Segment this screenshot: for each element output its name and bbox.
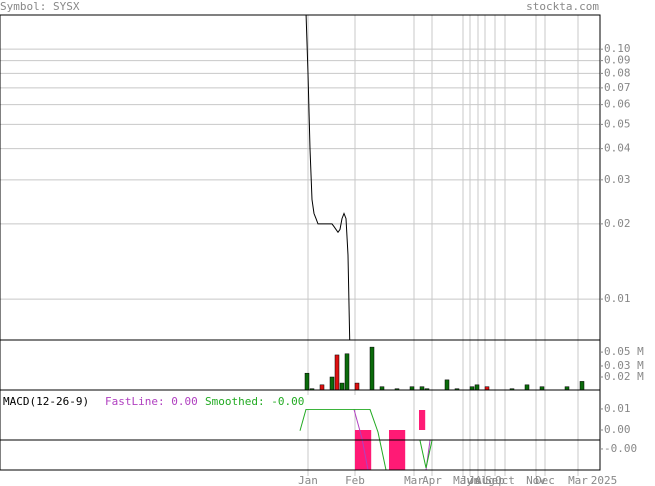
- volume-bar: [454, 388, 460, 390]
- legend-label: Smoothed: -0.00: [205, 395, 304, 408]
- x-tick-label: Mar: [404, 474, 424, 486]
- y-tick-label: 0.01: [604, 402, 631, 415]
- y-tick-label: 0.06: [604, 98, 631, 111]
- macd-histogram-bar: [395, 430, 398, 470]
- x-tick-label: Jun: [460, 474, 480, 486]
- y-tick-label: 0.04: [604, 142, 631, 155]
- y-tick-label: 0.08: [604, 66, 631, 79]
- macd-histogram-bar: [389, 430, 392, 470]
- macd-histogram-bar: [421, 410, 424, 430]
- volume-bar: [329, 376, 335, 390]
- y-tick-label: 0.10: [604, 42, 631, 55]
- x-tick-label: Mar: [568, 474, 588, 486]
- x-tick-label: Feb: [345, 474, 365, 486]
- macd-histogram-bar: [397, 430, 400, 470]
- y-tick-label: 0.05 M: [604, 345, 644, 358]
- x-tick-label: May: [453, 474, 473, 486]
- price-line: [305, 15, 351, 340]
- site-name: stockta.com: [526, 0, 599, 13]
- macd-title: MACD(12-26-9): [3, 395, 89, 408]
- y-tick-label: 0.02: [604, 217, 631, 230]
- volume-bar: [474, 384, 480, 390]
- macd-histogram-bar: [401, 430, 404, 470]
- symbol-title: Symbol: SYSX: [0, 0, 80, 13]
- y-tick-label: 0.01: [604, 292, 631, 305]
- x-tick-label: Jan: [298, 474, 318, 486]
- x-tick-label: Jul: [468, 474, 488, 486]
- volume-bar: [424, 388, 430, 390]
- volume-bar: [309, 388, 315, 390]
- macd-histogram-bar: [355, 430, 358, 470]
- panel: [305, 15, 351, 340]
- x-tick-label: Apr: [422, 474, 442, 486]
- volume-bar: [394, 388, 400, 390]
- x-tick-label: Nov: [526, 474, 546, 486]
- volume-bar: [509, 388, 515, 390]
- x-tick-label: Sep: [485, 474, 505, 486]
- macd-histogram-bar: [369, 430, 372, 470]
- macd-legend-bg: [1, 395, 371, 409]
- macd-histogram-bar: [399, 430, 402, 470]
- y-tick-label: 0.02 M: [604, 370, 644, 383]
- y-tick-label: 0.07: [604, 81, 631, 94]
- volume-bar: [369, 346, 375, 390]
- macd-histogram-bar: [359, 430, 362, 470]
- y-tick-label: -0.00: [604, 442, 637, 455]
- y-tick-label: 0.09: [604, 54, 631, 67]
- volume-bar: [354, 382, 360, 390]
- panel: [304, 346, 585, 390]
- volume-bar: [524, 384, 530, 390]
- x-tick-label: Oct: [495, 474, 515, 486]
- volume-bar: [304, 372, 310, 390]
- panel: [299, 408, 433, 470]
- macd-histogram-bar: [393, 430, 396, 470]
- macd-line: [299, 408, 433, 470]
- volume-bar: [339, 382, 345, 390]
- macd-histogram-bar: [361, 430, 364, 470]
- y-tick-label: 0.05: [604, 117, 631, 130]
- macd-histogram-bar: [365, 430, 368, 470]
- macd-histogram-bar: [367, 430, 370, 470]
- volume-bar: [334, 354, 340, 390]
- macd-histogram-bar: [357, 430, 360, 470]
- legend-label: FastLine: 0.00: [105, 395, 198, 408]
- y-tick-label: 0.03: [604, 173, 631, 186]
- volume-bar: [344, 353, 350, 390]
- volume-bar: [579, 381, 585, 390]
- x-tick-label: Aug: [475, 474, 495, 486]
- x-tick-label: 2025: [591, 474, 618, 486]
- macd-histogram-bar: [403, 430, 406, 470]
- y-tick-label: 0.03 M: [604, 359, 644, 372]
- y-tick-label: 0.00: [604, 423, 631, 436]
- marks: [299, 15, 585, 470]
- macd-histogram-bar: [419, 410, 422, 430]
- volume-bar: [319, 384, 325, 390]
- x-tick-label: Dec: [535, 474, 555, 486]
- macd-histogram-bar: [423, 410, 426, 430]
- macd-histogram-bar: [391, 430, 394, 470]
- volume-bar: [444, 379, 450, 390]
- frame: [0, 14, 601, 471]
